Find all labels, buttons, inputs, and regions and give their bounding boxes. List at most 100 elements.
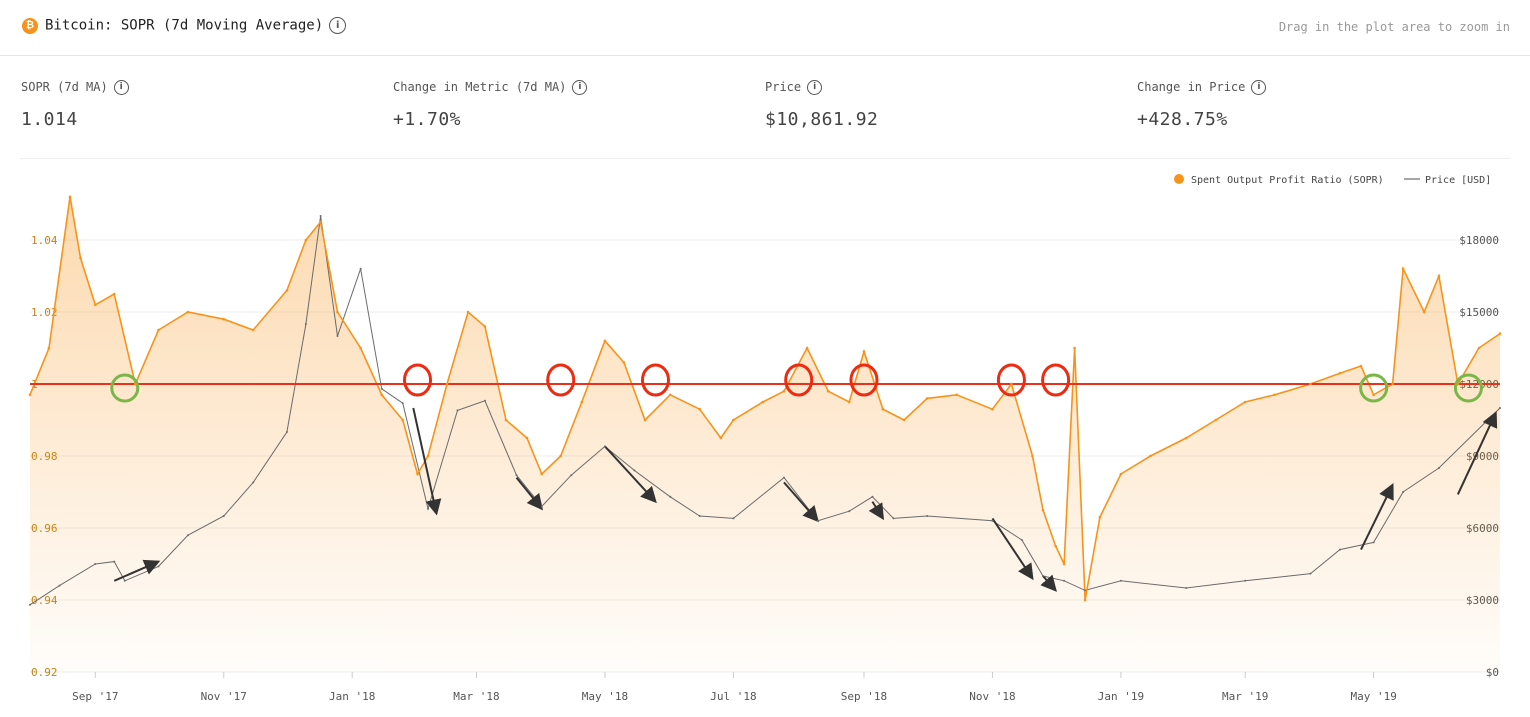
info-icon[interactable]: i	[113, 80, 129, 95]
x-tick-label: Nov '18	[969, 690, 1015, 703]
x-tick-label: Mar '19	[1222, 690, 1268, 703]
red-circle-marker	[1041, 363, 1071, 397]
sopr-point	[580, 400, 584, 404]
sopr-point	[862, 350, 866, 353]
sopr-point	[304, 238, 308, 242]
info-icon[interactable]: i	[1251, 80, 1267, 95]
divider	[20, 158, 1510, 159]
bitcoin-icon: ₿	[22, 18, 38, 34]
price-point	[113, 560, 116, 563]
sopr-point	[1456, 382, 1460, 386]
sopr-point	[1149, 454, 1152, 458]
sopr-point	[1041, 508, 1045, 512]
sopr-point	[1422, 310, 1426, 314]
red-circle-marker	[403, 363, 433, 397]
price-point	[892, 517, 895, 520]
sopr-point	[380, 393, 384, 397]
green-circle-marker	[1359, 373, 1389, 403]
sopr-point	[540, 472, 544, 476]
trend-arrow	[783, 481, 819, 523]
red-circle-marker	[640, 363, 670, 397]
right-tick-label: $15000	[1459, 306, 1499, 319]
sopr-point	[991, 407, 994, 411]
zoom-hint: Drag in the plot area to zoom in	[1278, 20, 1510, 34]
data-points	[28, 195, 1502, 606]
price-point	[186, 534, 189, 537]
price-point	[1338, 548, 1341, 551]
sopr-point	[826, 389, 830, 393]
price-point	[336, 335, 339, 337]
x-axis: Sep '17 Nov '17 Jan '18 Mar '18 May '18 Jul '…	[72, 672, 1397, 703]
price-point	[456, 409, 459, 412]
trend-arrow	[991, 517, 1034, 581]
price-point	[1437, 467, 1440, 469]
sopr-point	[1401, 267, 1405, 271]
price-point	[252, 481, 255, 484]
trend-arrow	[515, 476, 544, 511]
sopr-point	[186, 310, 190, 314]
price-point	[401, 402, 404, 405]
sopr-point	[112, 292, 116, 296]
price-point	[1119, 579, 1122, 582]
sopr-point	[1119, 472, 1123, 476]
trend-arrow	[113, 559, 161, 582]
price-point	[94, 563, 97, 565]
price-point	[29, 603, 31, 606]
chart-title: Bitcoin: SOPR (7d Moving Average)	[45, 17, 324, 34]
sopr-point	[881, 407, 885, 411]
price-point	[380, 387, 383, 390]
metric-change-metric: Change in Metric (7d MA) i +1.70%	[393, 80, 588, 130]
sopr-chart[interactable]: 0.920.940.960.9811.021.04 $0$3000$6000$9…	[0, 160, 1530, 717]
sopr-point	[445, 382, 449, 386]
price-point	[359, 267, 362, 270]
price-point	[123, 579, 126, 582]
price-point	[285, 431, 288, 433]
sopr-point	[504, 418, 508, 422]
sopr-point	[1010, 382, 1013, 386]
price-point	[1063, 579, 1066, 582]
right-tick-label: $18000	[1459, 234, 1499, 247]
info-icon[interactable]: i	[807, 80, 823, 95]
sopr-point	[251, 328, 255, 332]
sopr-point	[643, 418, 647, 422]
sopr-point	[401, 418, 405, 422]
sopr-point	[1073, 346, 1076, 350]
sopr-point	[426, 454, 430, 458]
info-icon[interactable]: i	[329, 17, 347, 34]
sopr-area	[30, 196, 1500, 673]
x-tick-label: Mar '18	[453, 690, 499, 703]
sopr-point	[1243, 400, 1247, 404]
red-circle-marker	[784, 363, 814, 397]
sopr-point	[416, 472, 419, 476]
price-point	[816, 519, 819, 522]
trend-arrow	[1360, 483, 1394, 551]
sopr-point	[1214, 418, 1217, 422]
info-icon[interactable]: i	[572, 80, 588, 95]
sopr-point	[955, 393, 958, 397]
metric-sopr: SOPR (7d MA) i 1.014	[21, 80, 129, 130]
x-tick-label: Nov '17	[201, 690, 247, 703]
trend-arrow	[868, 501, 884, 521]
sopr-point	[222, 317, 226, 321]
price-point	[222, 515, 225, 517]
sopr-point	[847, 400, 851, 404]
sopr-point	[79, 256, 82, 260]
sopr-point	[1054, 544, 1057, 548]
sopr-point	[525, 436, 529, 440]
price-point	[698, 515, 701, 517]
legend: Spent Output Profit Ratio (SOPR) Price […	[1174, 174, 1491, 186]
sopr-point	[1098, 515, 1102, 519]
sopr-point	[93, 303, 97, 307]
trend-arrow	[1456, 410, 1498, 495]
sopr-point	[925, 397, 929, 400]
sopr-point	[1062, 562, 1066, 566]
sopr-point	[319, 220, 322, 224]
sopr-point	[1184, 436, 1188, 440]
sopr-point	[761, 400, 765, 404]
green-circle-marker	[110, 373, 140, 403]
price-point	[848, 510, 851, 513]
sopr-point	[1083, 598, 1087, 602]
x-tick-label: Sep '17	[72, 690, 118, 703]
price-point	[1041, 575, 1044, 577]
price-point	[1499, 407, 1501, 409]
